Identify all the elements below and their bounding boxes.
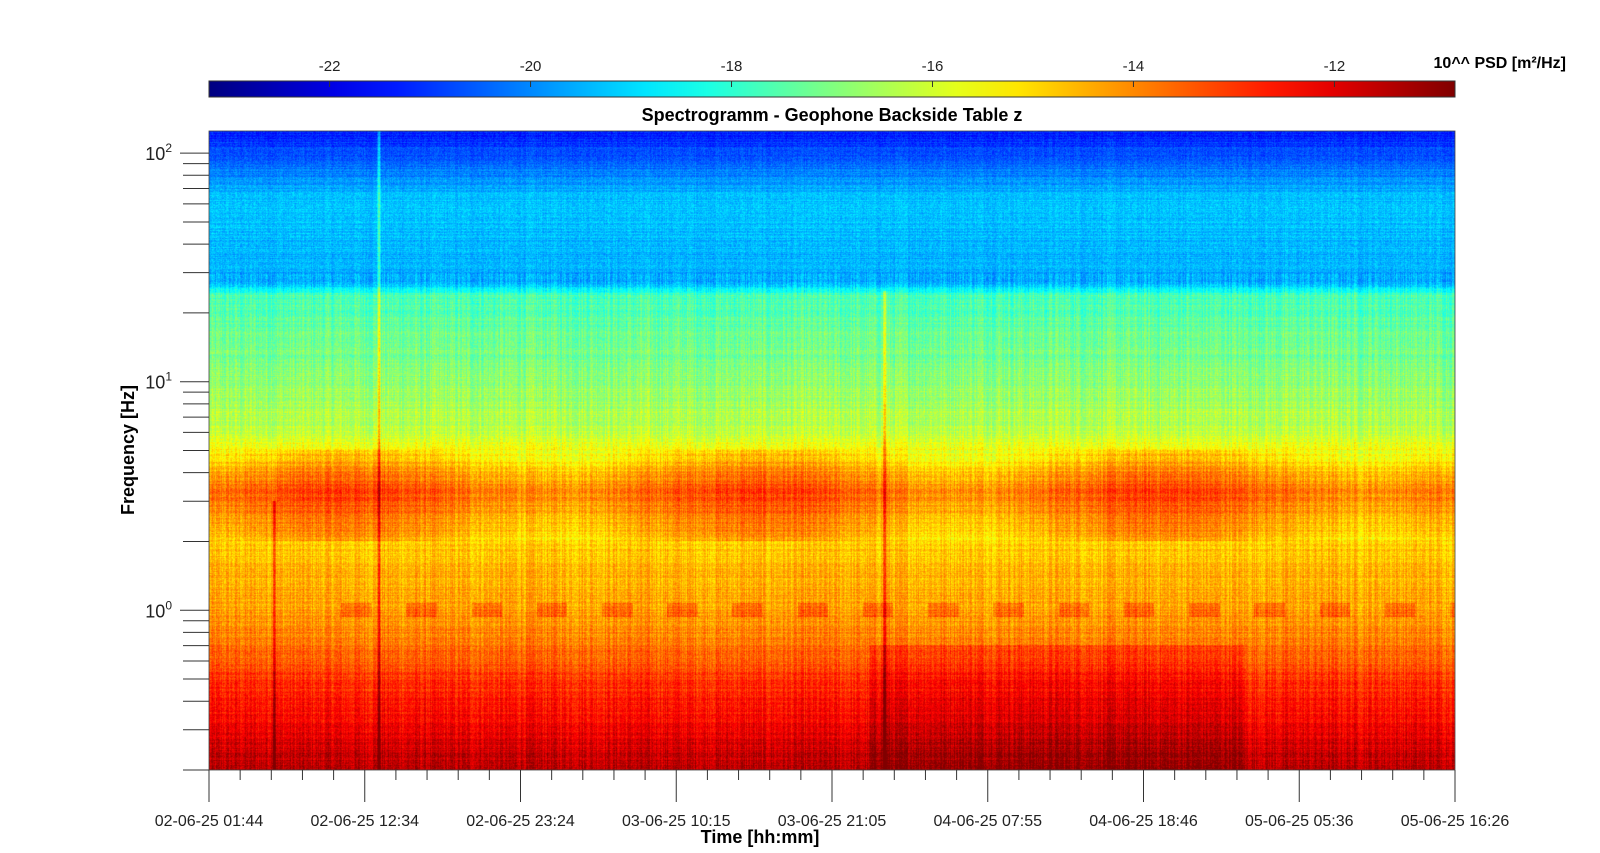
x-tick-label: 02-06-25 12:34 xyxy=(310,813,419,830)
colorbar-tick-label: -12 xyxy=(1324,58,1346,75)
y-tick-label: 100 xyxy=(145,598,172,621)
x-tick-label: 02-06-25 01:44 xyxy=(155,813,264,830)
spectrogram-heatmap xyxy=(209,131,1455,770)
x-tick-label: 02-06-25 23:24 xyxy=(466,813,575,830)
x-tick-label: 03-06-25 21:05 xyxy=(778,813,887,830)
colorbar-label: 10^^ PSD [m²/Hz] xyxy=(1434,55,1566,72)
x-tick-label: 05-06-25 16:26 xyxy=(1401,813,1510,830)
x-tick-label: 04-06-25 07:55 xyxy=(933,813,1042,830)
chart-title: Spectrogramm - Geophone Backside Table z xyxy=(642,105,1023,125)
x-axis: 02-06-25 01:44 02-06-25 12:34 02-06-25 23:… xyxy=(155,770,1510,830)
x-axis-label: Time [hh:mm] xyxy=(701,827,820,847)
colorbar-ticks: -22 -20 -18 -16 -14 -12 xyxy=(319,58,1346,87)
x-tick-label: 04-06-25 18:46 xyxy=(1089,813,1198,830)
y-tick-label: 102 xyxy=(145,141,172,164)
plot-area xyxy=(208,130,1456,771)
x-tick-label: 05-06-25 05:36 xyxy=(1245,813,1354,830)
spectrogram-image-container xyxy=(209,131,1455,770)
y-axis: 100 101 102 xyxy=(145,141,209,771)
colorbar-tick-label: -18 xyxy=(721,58,743,75)
colorbar: -22 -20 -18 -16 -14 -12 10^^ PSD [m²/Hz] xyxy=(208,55,1566,98)
colorbar-tick-label: -20 xyxy=(520,58,542,75)
x-tick-label: 03-06-25 10:15 xyxy=(622,813,731,830)
colorbar-tick-label: -22 xyxy=(319,58,341,75)
y-tick-label: 101 xyxy=(145,370,172,393)
colorbar-tick-label: -16 xyxy=(922,58,944,75)
colorbar-tick-label: -14 xyxy=(1123,58,1145,75)
y-axis-label: Frequency [Hz] xyxy=(118,385,138,515)
colorbar-bar xyxy=(208,80,1456,98)
